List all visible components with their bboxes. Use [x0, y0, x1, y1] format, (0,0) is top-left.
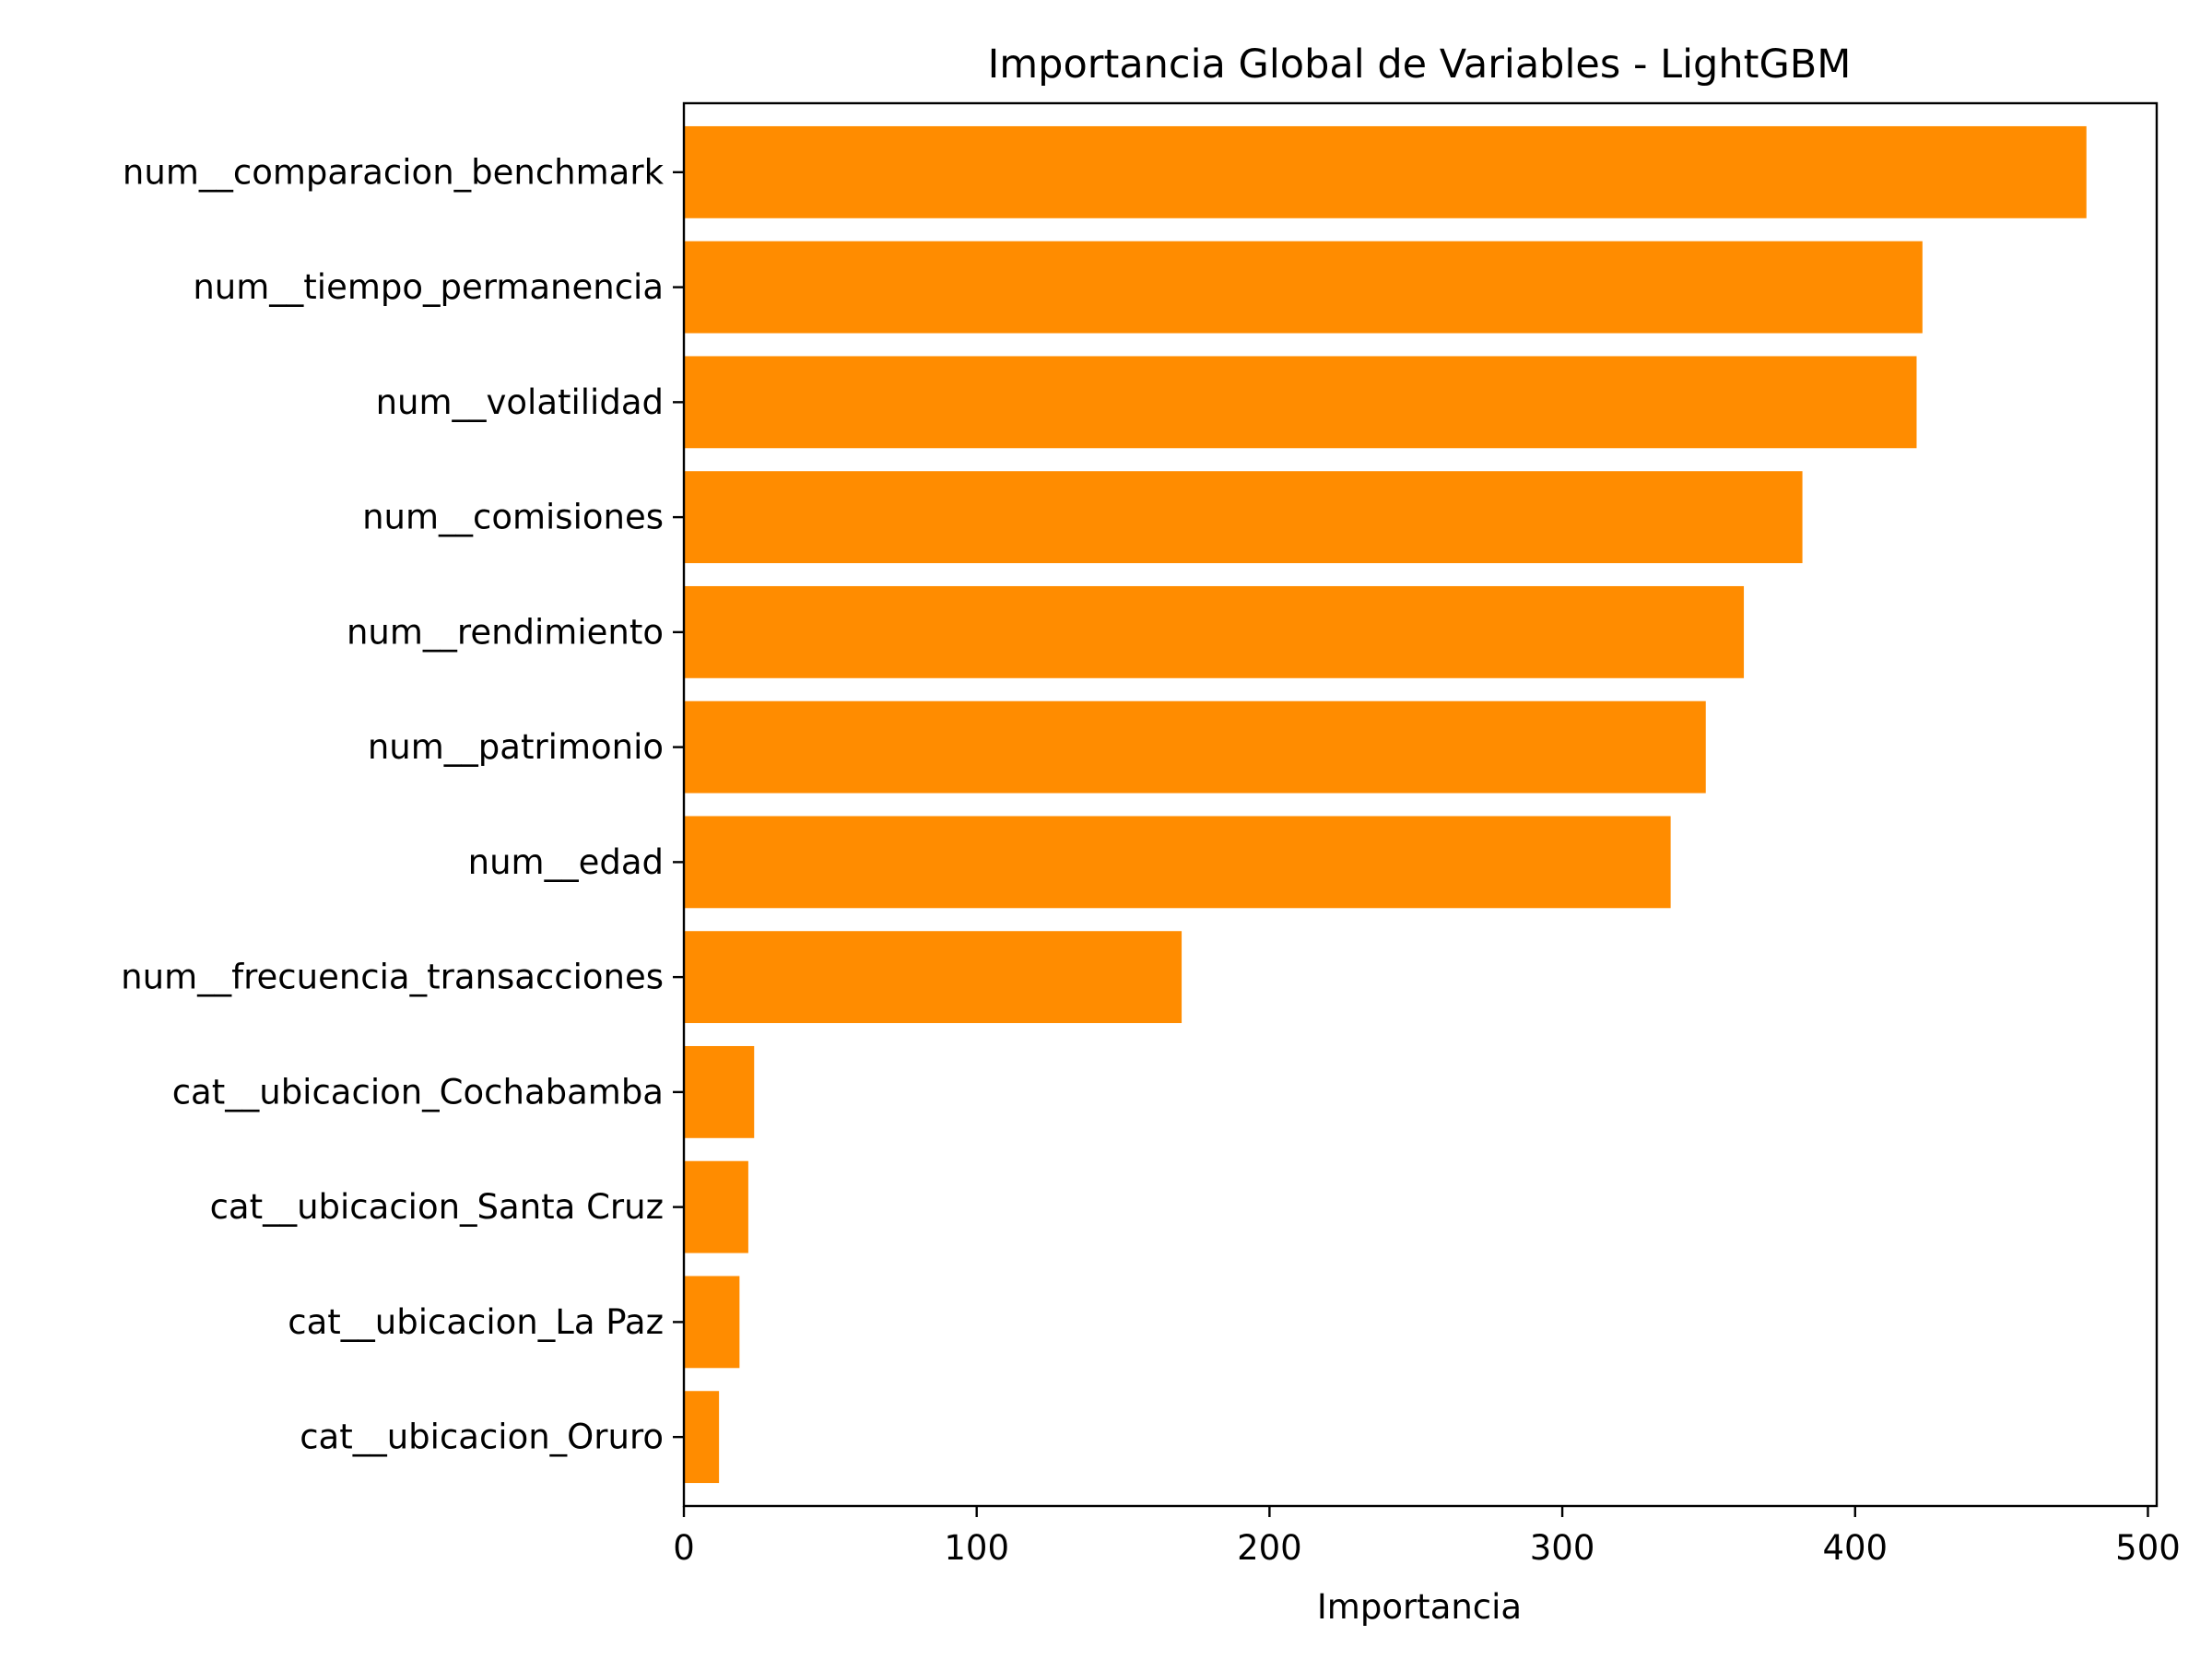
y-tick-label: num__tiempo_permanencia [193, 267, 664, 307]
bar [684, 585, 1745, 678]
bar [684, 125, 2087, 218]
bar [684, 816, 1671, 909]
x-axis-label: Importancia [1317, 1587, 1522, 1627]
chart-title: Importancia Global de Variables - LightG… [988, 41, 1852, 88]
x-tick-label: 500 [2115, 1528, 2181, 1568]
x-tick-label: 400 [1822, 1528, 1888, 1568]
bars-layer [684, 125, 2087, 1484]
y-tick-label: cat__ubicacion_Cochabamba [172, 1072, 664, 1112]
bar [684, 700, 1706, 794]
bar [684, 931, 1182, 1024]
y-tick-label: num__frecuencia_transacciones [121, 958, 664, 997]
y-tick-layer: num__comparacion_benchmark num__tiempo_pe… [121, 152, 684, 1457]
plot-frame [682, 101, 2159, 1508]
bar [684, 241, 1923, 334]
y-tick-label: num__rendimiento [347, 612, 664, 652]
bar [684, 1160, 748, 1253]
y-tick-label: num__patrimonio [368, 727, 664, 767]
x-tick-label: 100 [944, 1528, 1009, 1568]
y-tick-label: num__edad [468, 842, 664, 882]
bar [684, 1391, 720, 1484]
y-tick-label: cat__ubicacion_Santa Cruz [210, 1187, 664, 1227]
bar [684, 1045, 755, 1138]
x-tick-label: 0 [673, 1528, 695, 1568]
y-tick-label: cat__ubicacion_Oruro [300, 1418, 664, 1457]
bar [684, 1276, 740, 1369]
y-tick-label: num__comparacion_benchmark [123, 152, 665, 192]
bar [684, 356, 1917, 449]
x-tick-label: 200 [1237, 1528, 1302, 1568]
y-tick-label: cat__ubicacion_La Paz [288, 1302, 664, 1342]
bar [684, 471, 1803, 564]
x-tick-label: 300 [1530, 1528, 1595, 1568]
x-tick-layer: 0 100 200 300 400 500 [673, 1506, 2181, 1568]
y-tick-label: num__volatilidad [376, 382, 664, 422]
y-tick-label: num__comisiones [362, 498, 664, 537]
